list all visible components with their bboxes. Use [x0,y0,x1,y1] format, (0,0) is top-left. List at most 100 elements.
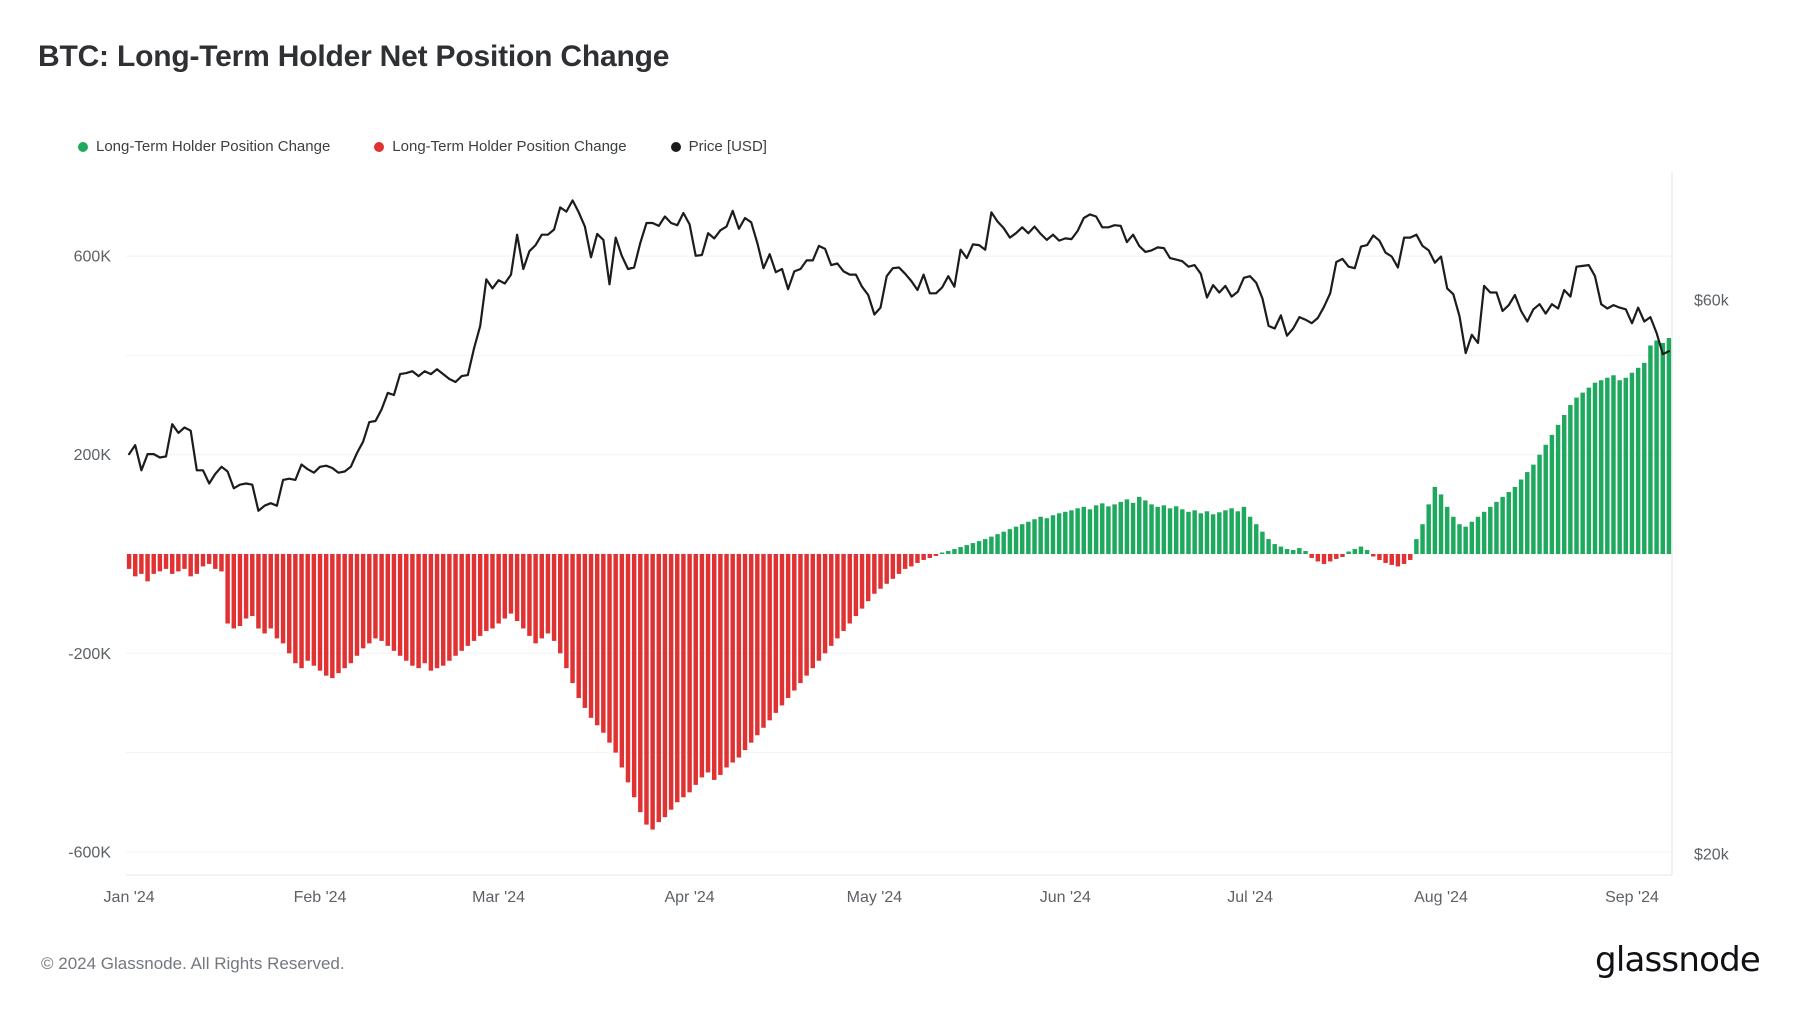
bar [1321,554,1327,564]
bar [169,554,175,574]
bar [1426,504,1431,554]
bar [1075,508,1080,554]
bar [995,534,1000,554]
right-axis-tick-label: $60k [1694,293,1730,310]
bar [736,554,742,758]
bar [1118,501,1123,554]
bar [798,554,803,684]
bar [1223,510,1228,554]
bar [958,547,963,554]
bar [145,554,150,582]
bar [1561,414,1567,554]
bar [139,554,144,574]
bar [1531,464,1536,554]
bar [367,554,372,644]
bar [989,536,994,554]
bar [681,554,686,798]
bar [342,554,347,669]
bar [1229,508,1234,554]
bar [970,543,976,554]
bar [718,554,723,775]
bar [847,554,852,624]
bar [779,554,785,706]
bar [705,554,711,773]
bar [939,552,945,554]
bar [1013,526,1019,554]
bar [1167,508,1173,554]
bar [1592,382,1598,554]
bar [625,554,631,783]
bar [447,554,452,661]
bar [865,554,871,602]
bar [884,554,889,584]
bar [1605,377,1610,554]
bar [983,539,988,554]
bar [1192,510,1197,554]
bar [397,554,403,656]
bar [1377,554,1382,560]
bar [280,554,286,644]
bar [748,554,754,743]
legend-item-ltH-positive[interactable]: Long-Term Holder Position Change [78,138,330,155]
bar [1303,551,1308,554]
bar [453,554,458,656]
bar [521,554,526,629]
legend-item-ltH-negative[interactable]: Long-Term Holder Position Change [374,138,627,155]
chart-title: BTC: Long-Term Holder Net Position Chang… [38,40,670,73]
bar [1143,500,1148,554]
bar [305,554,310,661]
bar [311,554,317,666]
bar [564,554,569,669]
bar [601,554,606,733]
bar [952,549,957,554]
bar [804,554,809,676]
bar [890,554,896,579]
bar [1241,506,1247,554]
bar [391,554,397,651]
bar [1161,505,1167,554]
bar [1654,340,1659,554]
bar [502,554,508,619]
bar [373,554,378,639]
bar [182,554,187,569]
bar [1648,345,1653,554]
bar [428,554,434,671]
legend-label: Long-Term Holder Position Change [392,138,627,155]
bar [1358,546,1364,554]
bar [1266,539,1271,554]
bar [477,554,483,636]
legend-item-price[interactable]: Price [USD] [670,138,767,155]
bar [317,554,323,671]
bar [724,554,729,768]
bar [1438,494,1444,554]
bar [1315,554,1321,562]
bar [262,554,267,634]
bar [1149,504,1154,554]
copyright-text: © 2024 Glassnode. All Rights Reserved. [41,954,345,973]
bar [607,554,612,743]
x-axis-tick-label: May '24 [847,889,903,906]
bar [219,554,224,572]
bar [933,554,939,556]
bar [514,554,520,622]
bar [323,554,329,676]
bar [570,554,575,684]
bar [1130,502,1136,554]
bar [594,554,600,726]
x-axis-tick-label: Jun '24 [1040,889,1091,906]
bar [1401,554,1407,564]
bar [1512,486,1518,554]
bar [644,554,649,825]
bar [1629,372,1635,554]
bar [348,554,354,664]
right-axis-tick-label: $20k [1694,847,1730,864]
bar [1420,524,1425,554]
bar [1001,531,1006,554]
bar [1408,554,1413,560]
bar [471,554,477,641]
bar [810,554,815,669]
bar [527,554,532,636]
bar [909,554,914,567]
bar [1617,380,1622,555]
